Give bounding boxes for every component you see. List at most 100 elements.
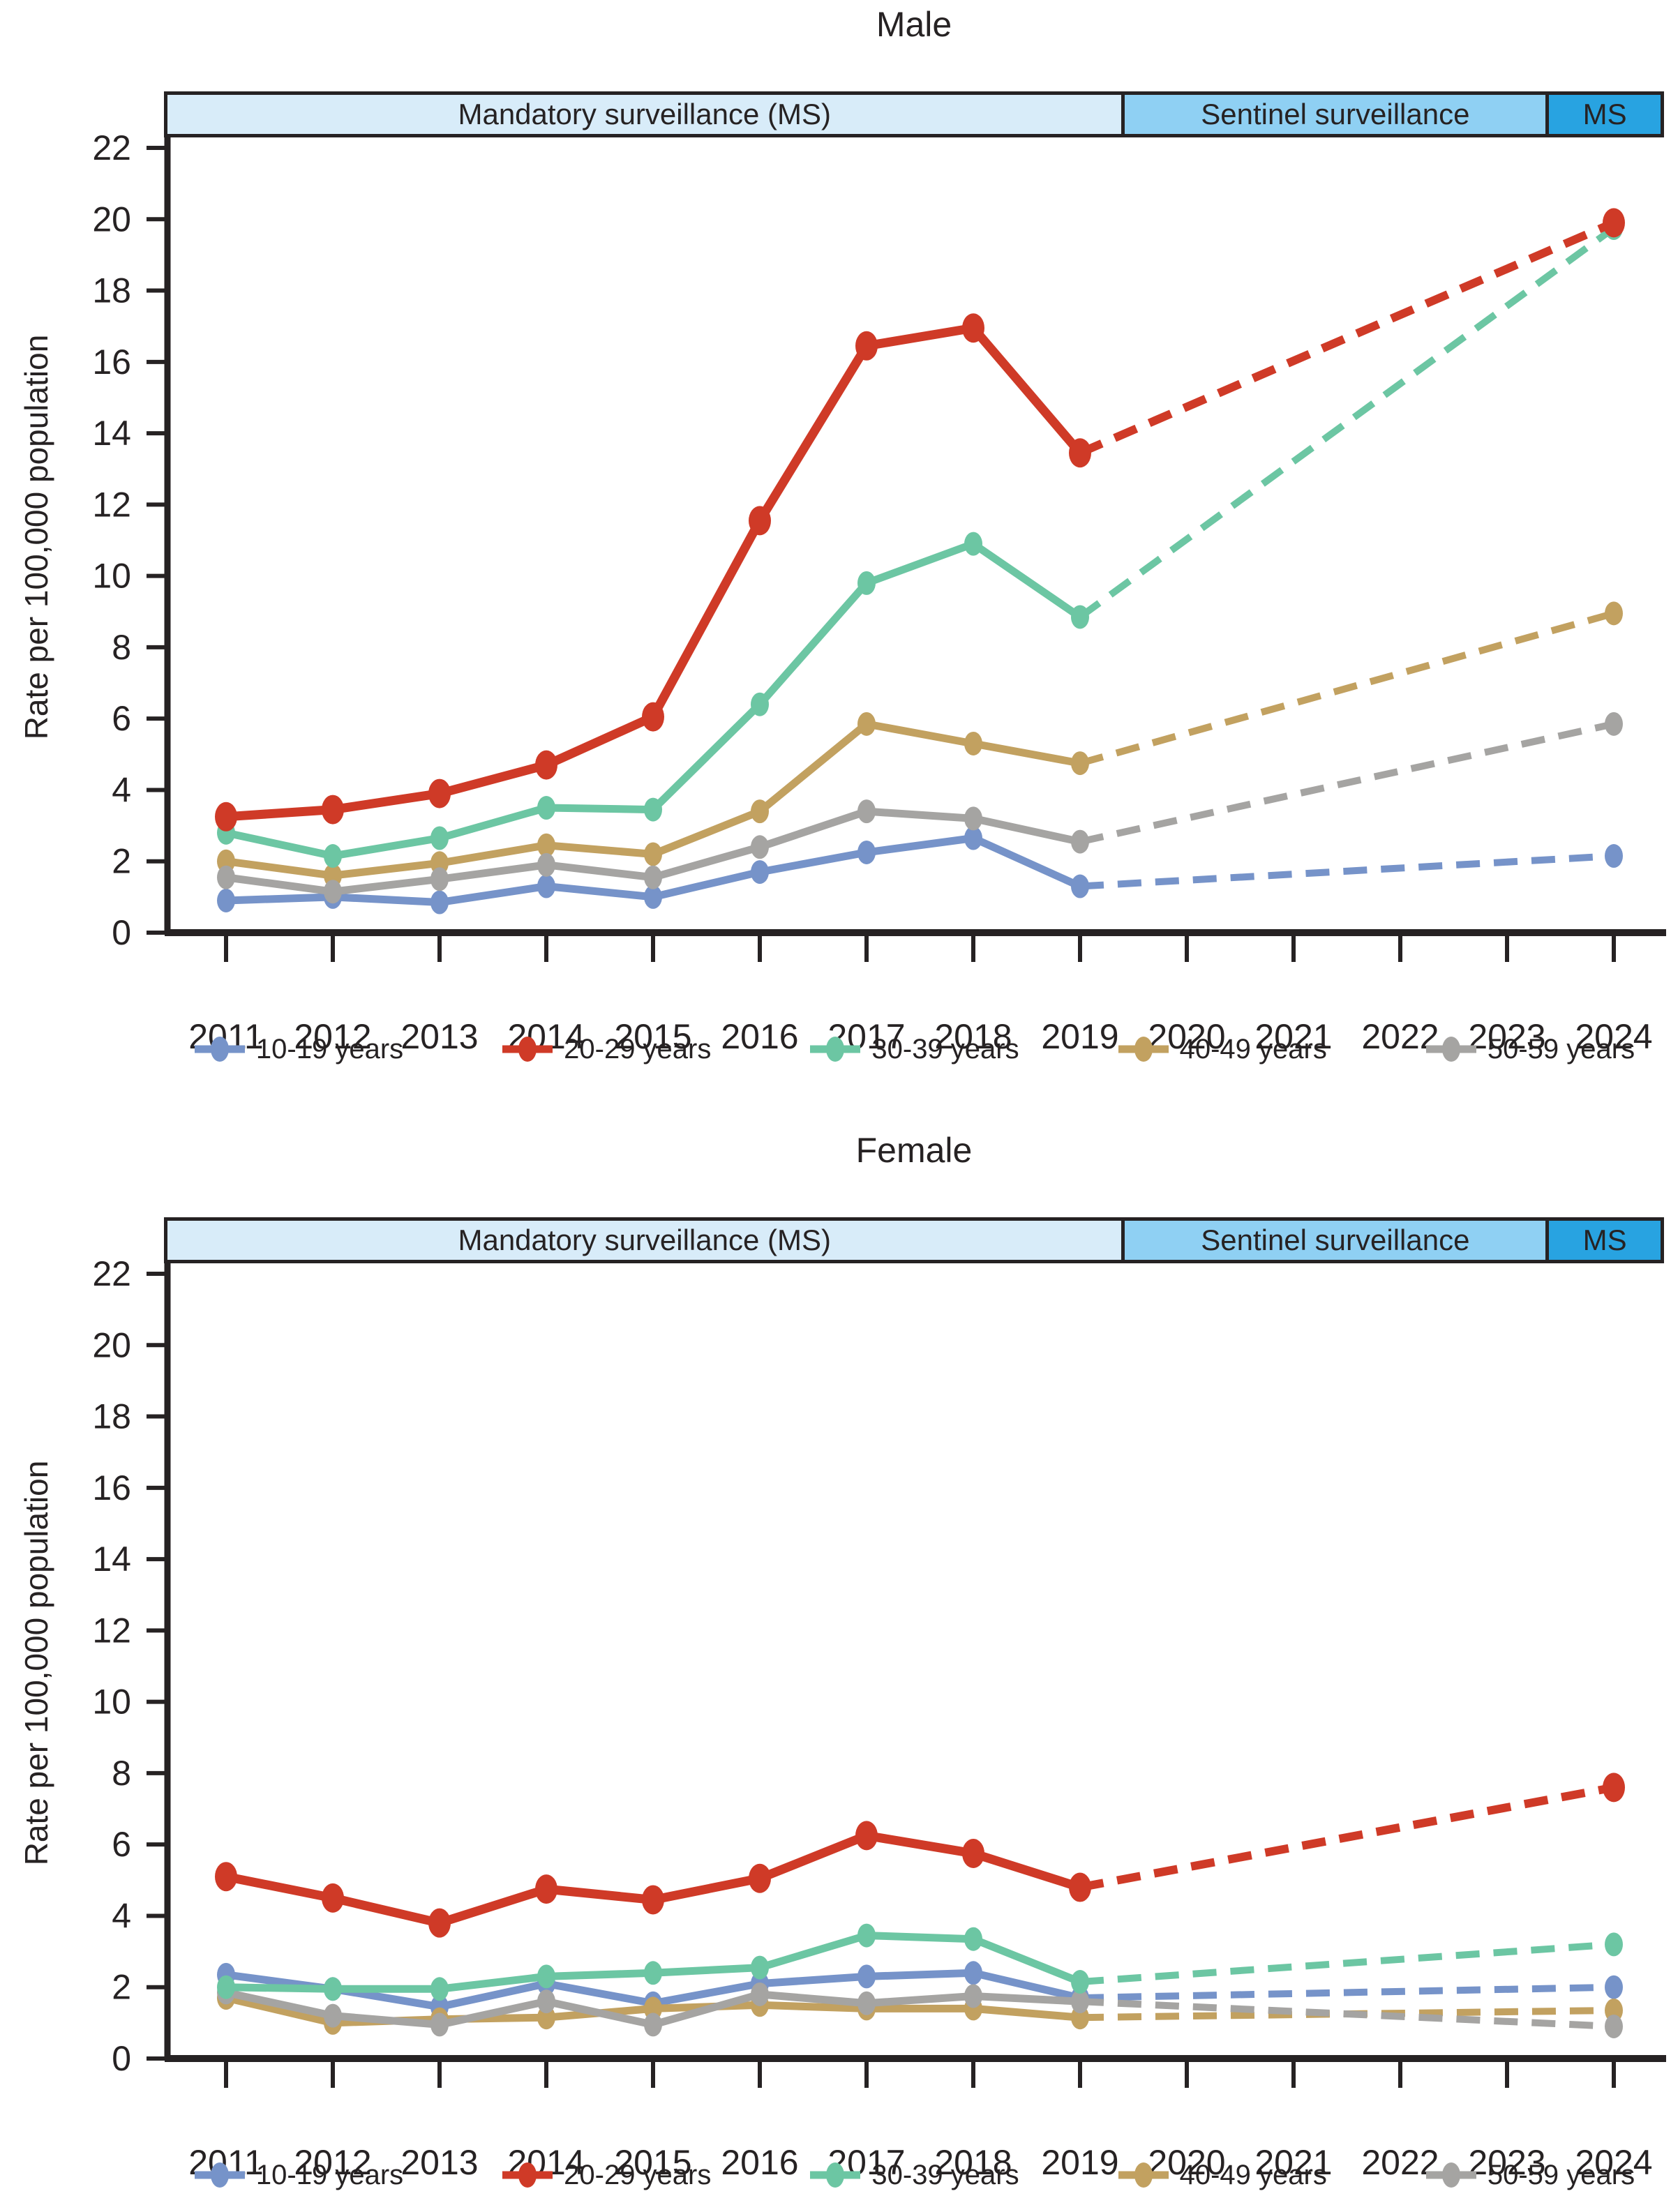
x-axis: 2011 2012 2013 2014 2015 2016 2017 2018 2019 2020… <box>165 2055 1666 2182</box>
data-point-marker <box>857 1991 876 2015</box>
series-20-29-years <box>215 1773 1625 1938</box>
data-point-marker <box>324 880 342 904</box>
series-50-59-years <box>217 712 1623 904</box>
data-point-marker <box>1605 712 1623 736</box>
legend-marker-icon <box>1425 1037 1476 1062</box>
data-point-marker <box>962 313 984 343</box>
data-point-marker <box>217 888 235 912</box>
data-point-marker <box>751 692 769 716</box>
data-point-marker <box>1605 2014 1623 2038</box>
data-point-marker <box>644 1961 662 1985</box>
data-point-marker <box>1069 1872 1091 1902</box>
data-point-marker <box>964 532 982 556</box>
series-projection-dashed-line <box>1079 852 1614 890</box>
series-10-19-years <box>217 826 1623 915</box>
legend-item-10-19-years: 10-19 years <box>193 1032 403 1066</box>
y-tick-label: 6 <box>112 1825 131 1864</box>
data-point-marker <box>535 750 557 780</box>
data-point-marker <box>217 865 235 889</box>
data-point-marker <box>642 1885 664 1915</box>
series-30-39-years <box>217 1923 1623 2001</box>
banner-segment-label: MS <box>1582 98 1627 130</box>
series-projection-dashed-line <box>1079 1783 1615 1892</box>
data-point-marker <box>855 331 878 361</box>
y-tick-label: 18 <box>92 271 131 310</box>
x-tick-label: 2021 <box>1254 1017 1332 1056</box>
legend-label: 30-39 years <box>871 2159 1019 2190</box>
data-point-marker <box>215 1862 237 1892</box>
y-tick-label: 2 <box>112 1968 131 2007</box>
data-point-marker <box>964 1961 982 1985</box>
y-tick-label: 20 <box>92 1325 131 1364</box>
data-point-marker <box>642 702 664 732</box>
legend-item-50-59-years: 50-59 years <box>1425 1032 1635 1066</box>
y-tick-label: 16 <box>92 343 131 382</box>
male-chart-title: Male <box>876 5 952 44</box>
y-tick-label: 8 <box>112 628 131 667</box>
data-point-marker <box>855 1821 878 1851</box>
y-tick-label: 4 <box>112 1896 131 1935</box>
legend-label: 30-39 years <box>871 1033 1019 1064</box>
legend-marker-icon <box>502 1037 553 1062</box>
y-tick-label: 10 <box>92 1683 131 1722</box>
series-projection-dashed-line <box>1079 1983 1614 2002</box>
data-point-marker <box>964 731 982 755</box>
banner-segment-ms: MS <box>1545 95 1661 134</box>
series-projection-dashed-line <box>1079 720 1615 845</box>
legend-marker-icon <box>194 2162 245 2188</box>
x-tick-label: 2023 <box>1468 1017 1545 1056</box>
x-tick-label: 2012 <box>294 1017 371 1056</box>
banner-segment-label: Mandatory surveillance (MS) <box>458 98 831 130</box>
data-point-marker <box>644 842 662 866</box>
data-point-marker <box>535 1874 557 1904</box>
y-tick-label: 4 <box>112 770 131 809</box>
data-point-marker <box>215 802 237 832</box>
data-point-marker <box>1071 605 1089 629</box>
data-point-marker <box>857 712 876 736</box>
y-tick-label: 14 <box>92 414 131 453</box>
data-point-marker <box>1603 208 1625 238</box>
legend-item-40-49-years: 40-49 years <box>1117 1032 1327 1066</box>
legend-marker-icon <box>502 2162 553 2188</box>
data-point-marker <box>964 826 982 850</box>
data-point-marker <box>962 1838 984 1868</box>
y-tick-label: 0 <box>112 913 131 952</box>
data-point-marker <box>751 860 769 885</box>
data-point-marker <box>749 506 771 536</box>
series-projection-dashed-line <box>1079 1941 1614 1986</box>
data-point-marker <box>1071 1989 1089 2014</box>
data-point-marker <box>749 1863 771 1893</box>
data-point-marker <box>1071 1970 1089 1994</box>
x-tick-label: 2019 <box>1041 1017 1118 1056</box>
series-20-29-years <box>215 208 1625 832</box>
legend-label: 20-29 years <box>564 2159 712 2190</box>
y-tick-label: 12 <box>92 485 131 524</box>
legend-label: 50-59 years <box>1487 1033 1635 1064</box>
banner-segment-label: Sentinel surveillance <box>1201 98 1470 130</box>
x-tick-label: 2016 <box>721 1017 798 1056</box>
x-tick-label: 2018 <box>934 2143 1012 2182</box>
data-point-marker <box>537 1989 555 2014</box>
legend-item-40-49-years: 40-49 years <box>1117 2158 1327 2192</box>
data-point-marker <box>644 797 662 822</box>
data-point-marker <box>1605 844 1623 868</box>
legend-item-20-29-years: 20-29 years <box>501 2158 711 2192</box>
data-point-marker <box>537 833 555 857</box>
banner-segment-sentinel: Sentinel surveillance <box>1121 1221 1546 1260</box>
data-point-marker <box>537 874 555 898</box>
data-point-marker <box>537 796 555 820</box>
data-point-marker <box>537 852 555 877</box>
data-point-marker <box>964 1927 982 1951</box>
legend-marker-icon <box>194 1037 245 1062</box>
y-tick-label: 22 <box>92 1254 131 1293</box>
data-point-marker <box>644 865 662 889</box>
x-tick-label: 2024 <box>1575 1017 1652 1056</box>
data-point-marker <box>322 1883 344 1913</box>
x-tick-label: 2021 <box>1254 2143 1332 2182</box>
y-tick-label: 14 <box>92 1540 131 1579</box>
data-point-marker <box>751 835 769 859</box>
data-point-marker <box>644 2012 662 2037</box>
data-point-marker <box>430 826 449 850</box>
male-legend: 10-19 years 20-29 years 30-39 years 40-49 y… <box>167 1032 1661 1066</box>
